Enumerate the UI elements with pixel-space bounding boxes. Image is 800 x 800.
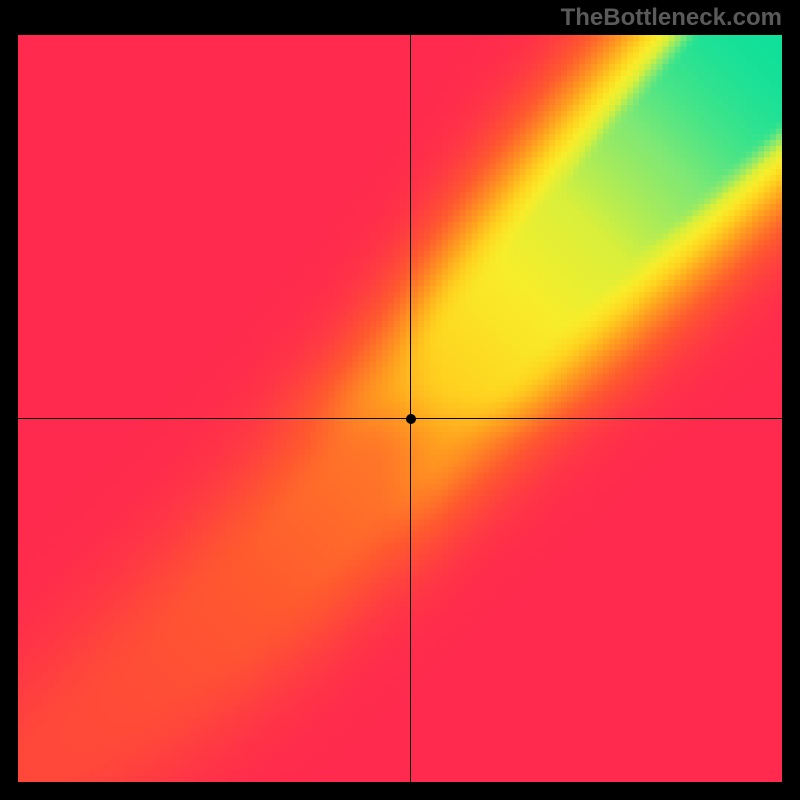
watermark-label: TheBottleneck.com	[561, 4, 782, 32]
crosshair-vertical	[410, 35, 411, 782]
crosshair-horizontal	[18, 418, 782, 419]
heatmap-canvas	[18, 35, 782, 782]
crosshair-marker	[406, 414, 416, 424]
bottleneck-heatmap	[18, 35, 782, 782]
